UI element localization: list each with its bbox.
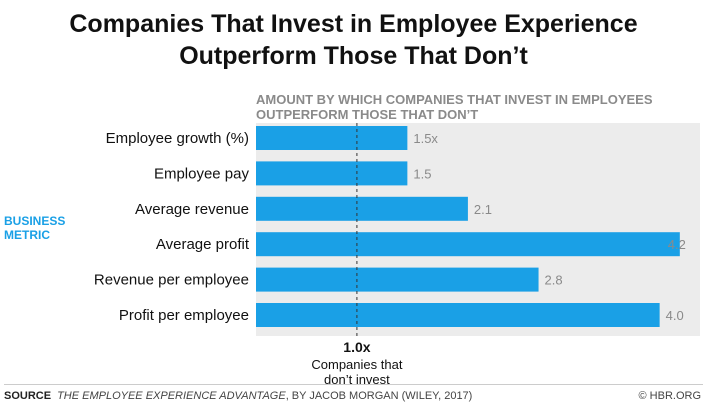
footer: SOURCE THE EMPLOYEE EXPERIENCE ADVANTAGE,… [4, 384, 703, 406]
y-axis-label-line: BUSINESS [4, 214, 66, 228]
y-axis-label: BUSINESS METRIC [4, 214, 84, 242]
bar [256, 196, 468, 221]
credit: © HBR.ORG [638, 390, 702, 402]
y-axis-label-line: METRIC [4, 228, 50, 242]
value-label: 1.5x [413, 131, 438, 146]
category-label: Employee growth (%) [106, 130, 249, 147]
chart-subtitle-line: AMOUNT BY WHICH COMPANIES THAT INVEST IN… [256, 92, 653, 107]
chart-title: Companies That Invest in Employee Experi… [0, 8, 707, 72]
plot-background [256, 123, 700, 336]
reference-caption: don’t invest [324, 372, 390, 387]
reference-label: 1.0x [343, 339, 370, 355]
source-label: SOURCE [4, 390, 52, 402]
value-label: 2.8 [545, 273, 563, 288]
value-label: 4.2 [668, 237, 686, 252]
category-label: Average revenue [135, 201, 249, 218]
value-label: 4.0 [666, 308, 684, 323]
source-details: , BY JACOB MORGAN (WILEY, 2017) [285, 390, 473, 402]
footer-divider [4, 384, 703, 385]
bar [256, 126, 408, 150]
category-label: Profit per employee [119, 307, 249, 324]
bar [256, 161, 408, 186]
chart-title-line: Companies That Invest in Employee Experi… [69, 10, 638, 38]
category-label: Employee pay [154, 165, 250, 182]
chart-subtitle: AMOUNT BY WHICH COMPANIES THAT INVEST IN… [256, 92, 696, 122]
chart-subtitle-line: OUTPERFORM THOSE THAT DON’T [256, 107, 479, 122]
source-title: THE EMPLOYEE EXPERIENCE ADVANTAGE [57, 390, 286, 402]
bar [256, 232, 680, 257]
bar [256, 267, 539, 292]
category-label: Average profit [156, 236, 250, 253]
chart-title-line: Outperform Those That Don’t [179, 42, 528, 70]
category-label: Revenue per employee [94, 272, 249, 289]
value-label: 1.5 [413, 166, 431, 181]
reference-caption: Companies that [311, 357, 402, 372]
value-label: 2.1 [474, 202, 492, 217]
bar [256, 303, 660, 327]
